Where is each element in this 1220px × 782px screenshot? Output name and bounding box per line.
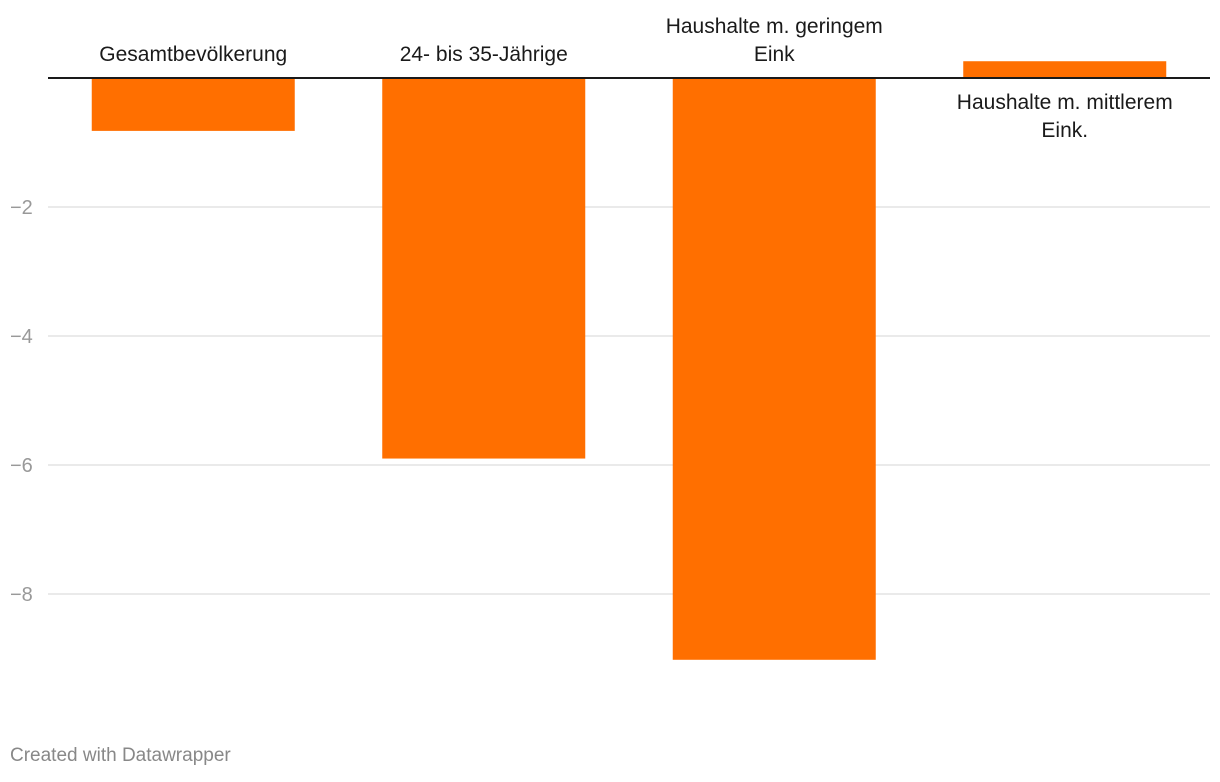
datawrapper-credit: Created with Datawrapper: [10, 745, 231, 766]
gridlines: [48, 206, 1210, 595]
y-tick-label: −2: [10, 197, 33, 219]
bar: [672, 78, 876, 660]
bars: [91, 61, 1167, 660]
y-tick-label: −4: [10, 326, 33, 348]
category-label: 24- bis 35-Jährige: [400, 43, 568, 66]
category-label: Haushalte m. mittlerem Eink.: [957, 91, 1173, 142]
y-tick-label: −6: [10, 455, 33, 477]
y-tick-label: −8: [10, 584, 33, 606]
category-labels: Gesamtbevölkerung 24- bis 35-Jährige Haush…: [99, 15, 1172, 142]
category-label: Gesamtbevölkerung: [99, 43, 287, 66]
bar: [963, 61, 1167, 78]
category-label: Haushalte m. geringem Eink: [666, 15, 883, 66]
bar: [382, 78, 586, 459]
bar: [91, 78, 295, 131]
y-axis-ticks: −2 −4 −6 −8: [10, 197, 33, 606]
